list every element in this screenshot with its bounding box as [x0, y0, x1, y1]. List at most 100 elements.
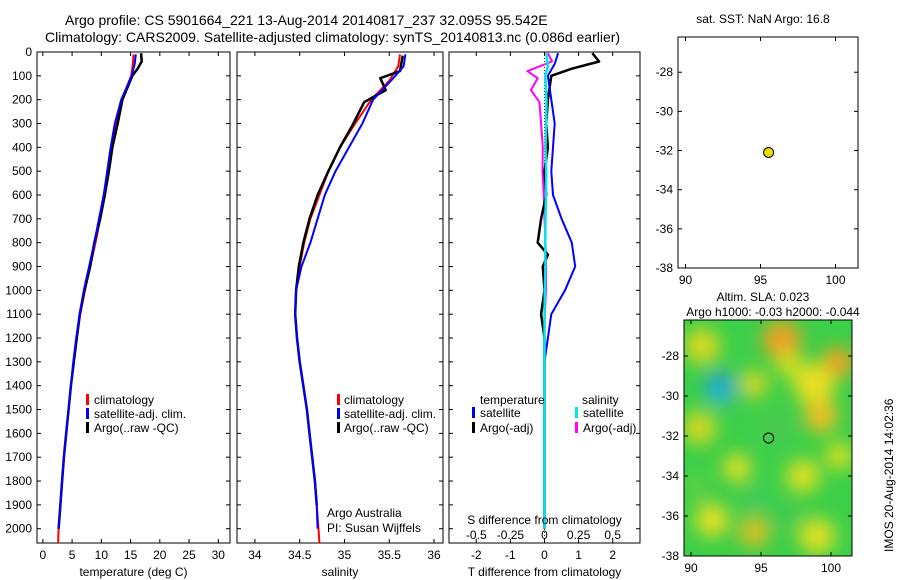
differences-xtick-label: -1 — [505, 548, 516, 562]
temperature-ytick-label: 400 — [12, 140, 32, 154]
sla-map-title: Altim. SLA: 0.023 — [717, 290, 810, 304]
salinity-xtick-label: 35.5 — [378, 548, 402, 562]
legend-entry: satellite-adj. clim. — [344, 407, 436, 421]
sla-anomaly-blob — [684, 473, 708, 499]
attribution-line-2: PI: Susan Wijffels — [327, 521, 421, 535]
temperature-ytick-label: 700 — [12, 212, 32, 226]
temperature-ytick-label: 100 — [12, 69, 32, 83]
temperature-ytick-label: 900 — [12, 260, 32, 274]
sst-ytick-label: -28 — [656, 65, 674, 79]
legend-swatch — [575, 422, 578, 433]
legend-entry: satellite — [583, 406, 624, 420]
temperature-panel: 0100200300400500600700800900100011001200… — [5, 45, 231, 579]
temperature-xtick-label: 20 — [153, 548, 167, 562]
sla-anomaly-blob — [798, 517, 836, 555]
temperature-xtick-label: 25 — [182, 548, 196, 562]
differences-xlabel: T difference from climatology — [468, 565, 622, 579]
sla-anomaly-blob — [822, 346, 852, 378]
sst-ytick-label: -32 — [656, 144, 674, 158]
difference-top-tick-label: -0.5 — [466, 528, 487, 542]
legend-entry: Argo(..raw -QC) — [94, 421, 179, 435]
sla-anomaly-blob — [695, 503, 729, 537]
legend-entry: Argo(..raw -QC) — [344, 421, 429, 435]
temperature-ytick-label: 1700 — [5, 450, 32, 464]
attribution-line-1: Argo Australia — [327, 506, 402, 520]
legend-swatch — [86, 394, 89, 405]
temperature-ytick-label: 1600 — [5, 426, 32, 440]
sla-ytick-label: -34 — [662, 469, 680, 483]
differences-xtick-label: 1 — [575, 548, 582, 562]
sst-map-title: sat. SST: NaN Argo: 16.8 — [696, 12, 830, 26]
sla-anomaly-blob — [793, 363, 836, 405]
temperature-ytick-label: 600 — [12, 188, 32, 202]
sla-anomaly-blob — [762, 320, 802, 360]
sla-xtick-label: 95 — [754, 561, 768, 575]
sla-heatmap — [684, 320, 852, 555]
differences-series-line — [543, 53, 550, 529]
sla-anomaly-blob — [825, 442, 852, 470]
legend-swatch — [86, 422, 89, 433]
difference-top-tick-label: 0.5 — [604, 528, 621, 542]
sla-anomaly-blob — [761, 414, 789, 442]
legend-entry: Argo(-adj) — [480, 421, 533, 435]
temperature-xtick-label: 10 — [95, 548, 109, 562]
legend-swatch — [337, 408, 340, 419]
temperature-ytick-label: 0 — [25, 45, 32, 59]
sst-xtick-label: 90 — [679, 273, 693, 287]
sla-anomaly-blob — [776, 351, 802, 377]
temperature-xtick-label: 30 — [212, 548, 226, 562]
legend-entry: satellite-adj. clim. — [94, 407, 186, 421]
difference-top-label: S difference from climatology — [467, 513, 622, 527]
legend-entry: climatology — [94, 393, 154, 407]
legend-swatch — [472, 422, 475, 433]
sla-heatmap-field — [684, 320, 852, 555]
sla-map-subtitle: Argo h1000: -0.03 h2000: -0.044 — [686, 305, 860, 319]
temperature-ytick-label: 2000 — [5, 522, 32, 536]
temperature-ytick-label: 1200 — [5, 331, 32, 345]
temperature-ytick-label: 1100 — [6, 307, 32, 321]
temperature-ytick-label: 1800 — [5, 474, 32, 488]
sla-ytick-label: -28 — [662, 349, 680, 363]
sst-ytick-label: -38 — [656, 261, 674, 275]
sla-anomaly-blob — [744, 488, 767, 512]
legend-swatch — [337, 394, 340, 405]
temperature-ytick-label: 1000 — [5, 283, 32, 297]
differences-xtick-label: 0 — [541, 548, 548, 562]
salinity-xtick-label: 34 — [248, 548, 262, 562]
sst-xtick-label: 95 — [754, 273, 768, 287]
temperature-ytick-label: 800 — [12, 236, 32, 250]
difference-top-tick-label: 0.25 — [567, 528, 591, 542]
sla-axes-frame — [683, 319, 853, 557]
float-position-marker — [763, 432, 775, 444]
float-position-marker — [763, 147, 775, 158]
temperature-axes-frame — [36, 51, 231, 544]
temperature-ytick-label: 500 — [12, 164, 32, 178]
difference-top-tick-label: 0 — [541, 528, 548, 542]
sst-ytick-label: -34 — [656, 183, 674, 197]
sla-anomaly-blob — [773, 503, 799, 529]
temperature-ytick-label: 1400 — [5, 379, 32, 393]
difference-panel: -2 -1 0 1 2 T difference from climatology -0.5… — [448, 51, 641, 579]
sst-map-panel: 90 95 100 -38 -36 -34 -32 -30 -28 sat. SST: NaN A… — [656, 12, 859, 287]
sla-anomaly-blob — [723, 454, 752, 482]
sst-ytick-label: -30 — [656, 104, 674, 118]
legend-entry: climatology — [344, 393, 404, 407]
differences-xtick-label: -2 — [471, 548, 482, 562]
temperature-ytick-label: 1500 — [5, 403, 32, 417]
temperature-ytick-label: 1900 — [5, 498, 32, 512]
temperature-xtick-label: 5 — [69, 548, 76, 562]
salinity-axes-frame — [236, 51, 444, 544]
sla-ytick-label: -32 — [662, 429, 680, 443]
legend-header-salinity: salinity — [582, 393, 619, 407]
legend-swatch — [575, 407, 578, 418]
temperature-ytick-label: 200 — [12, 93, 32, 107]
sla-anomaly-blob — [786, 459, 820, 493]
legend-swatch — [86, 408, 89, 419]
sla-anomaly-blob — [684, 411, 717, 445]
sst-axes-frame — [677, 36, 859, 269]
temperature-xtick-label: 0 — [40, 548, 47, 562]
legend-entry: satellite — [480, 406, 521, 420]
salinity-xtick-label: 35 — [338, 548, 352, 562]
sla-ytick-label: -30 — [662, 389, 680, 403]
